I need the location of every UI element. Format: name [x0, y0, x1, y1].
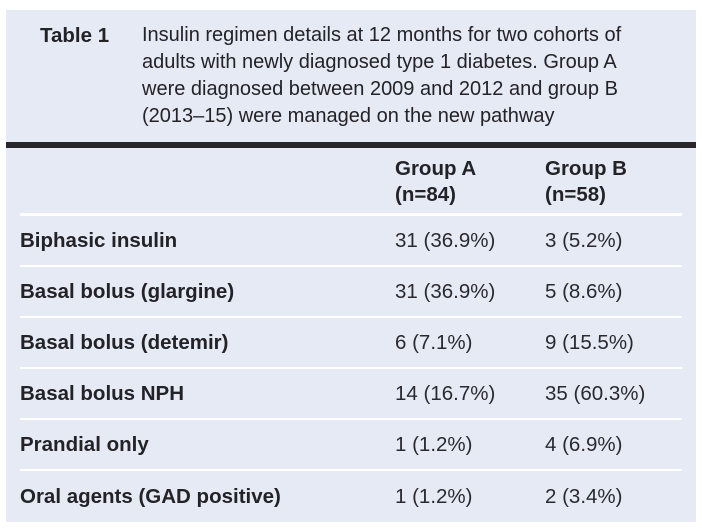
row-label: Basal bolus (glargine) [20, 279, 235, 303]
group-a-value: 1 (1.2%) [395, 484, 473, 508]
table-caption: Table 1 Insulin regimen details at 12 mo… [6, 10, 696, 130]
group-a-value: 31 (36.9%) [395, 279, 496, 303]
table-row: Basal bolus (detemir) 6 (7.1%) 9 (15.5%) [20, 318, 682, 369]
group-a-value: 1 (1.2%) [395, 432, 473, 456]
caption-divider-rule [6, 142, 696, 148]
row-label: Basal bolus (detemir) [20, 330, 229, 354]
group-a-value: 14 (16.7%) [395, 381, 496, 405]
row-label: Prandial only [20, 432, 149, 456]
group-b-value: 2 (3.4%) [545, 484, 623, 508]
header-group-a: Group A (n=84) [395, 157, 477, 206]
row-label: Basal bolus NPH [20, 381, 185, 405]
row-label: Oral agents (GAD positive) [20, 484, 281, 508]
group-a-value: 6 (7.1%) [395, 330, 473, 354]
header-group-b: Group B (n=58) [545, 157, 627, 206]
table-header-row: Group A (n=84) Group B (n=58) [20, 148, 682, 216]
group-a-value: 31 (36.9%) [395, 228, 496, 252]
table-row: Oral agents (GAD positive) 1 (1.2%) 2 (3… [20, 471, 682, 522]
group-b-value: 9 (15.5%) [545, 330, 634, 354]
header-spacer-cell [20, 156, 395, 208]
group-b-value: 4 (6.9%) [545, 432, 623, 456]
table-row: Basal bolus NPH 14 (16.7%) 35 (60.3%) [20, 369, 682, 420]
group-b-value: 3 (5.2%) [545, 228, 623, 252]
table-row: Prandial only 1 (1.2%) 4 (6.9%) [20, 420, 682, 471]
table-body: Group A (n=84) Group B (n=58) Biphasic i… [6, 148, 696, 522]
table-number-label: Table 1 [40, 24, 110, 47]
table-row: Biphasic insulin 31 (36.9%) 3 (5.2%) [20, 216, 682, 267]
row-label: Biphasic insulin [20, 228, 178, 252]
table-caption-text: Insulin regimen details at 12 months for… [142, 24, 622, 127]
group-b-value: 35 (60.3%) [545, 381, 646, 405]
group-b-value: 5 (8.6%) [545, 279, 623, 303]
table-row: Basal bolus (glargine) 31 (36.9%) 5 (8.6… [20, 267, 682, 318]
table-panel: Table 1 Insulin regimen details at 12 mo… [6, 10, 696, 522]
